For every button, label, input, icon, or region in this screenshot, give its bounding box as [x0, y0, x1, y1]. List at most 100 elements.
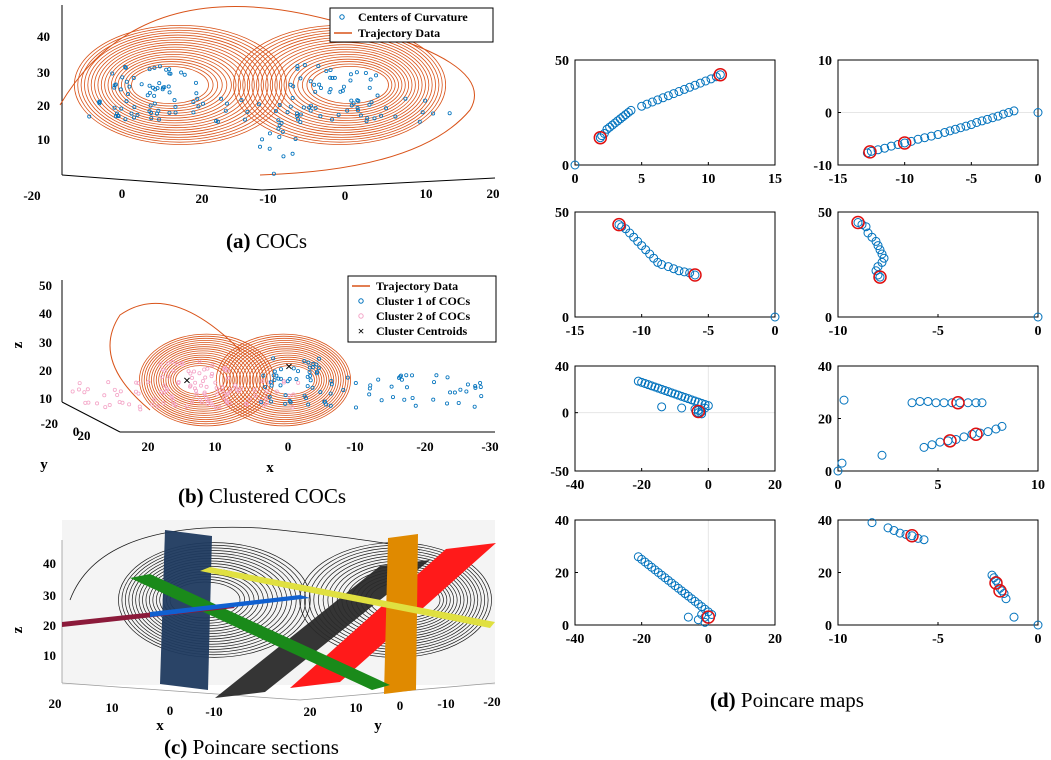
- map-point: [1033, 108, 1043, 117]
- map-highlight-point: [593, 130, 608, 145]
- y-tick-label: 40: [818, 360, 832, 375]
- coc-point: [110, 71, 115, 76]
- b-x-tick: 0: [285, 439, 292, 454]
- map-point: [1009, 106, 1019, 116]
- trajectory-loop: [118, 542, 311, 658]
- coc-point: [298, 120, 303, 125]
- map-point: [615, 114, 625, 124]
- cluster2-point: [287, 393, 292, 398]
- poincare-map-4: -10 -5 0 0 50: [818, 206, 1043, 339]
- trajectory-loop: [121, 544, 306, 656]
- coc-point: [194, 91, 199, 96]
- coc-point: [132, 115, 137, 120]
- cluster1-point: [353, 405, 358, 410]
- x-tick-label: -5: [702, 324, 714, 339]
- cluster2-point: [202, 367, 207, 372]
- map-point: [657, 260, 667, 269]
- coc-point: [308, 79, 313, 84]
- map-point: [983, 427, 993, 437]
- x-tick-label: 0: [705, 478, 712, 493]
- map-point: [715, 70, 725, 80]
- trajectory-loop: [225, 339, 344, 420]
- map-point: [895, 528, 905, 538]
- a-x-tick: 20: [196, 191, 209, 206]
- cluster2-point: [237, 389, 242, 394]
- cluster2-point: [214, 392, 219, 397]
- coc-point: [281, 154, 286, 159]
- panel-a-z-ticks: 40 30 20 10: [37, 29, 50, 147]
- cluster2-point: [103, 405, 108, 410]
- map-point: [933, 130, 943, 140]
- a-x-tick: -20: [23, 188, 40, 203]
- map-point: [988, 113, 998, 123]
- cluster1-point: [294, 377, 299, 382]
- y-tick-label: 0: [562, 619, 569, 634]
- legend-trajectory: Trajectory Data: [358, 26, 440, 40]
- y-tick-label: 20: [555, 567, 569, 582]
- cluster1-point: [345, 375, 350, 380]
- cluster1-point: [478, 384, 483, 389]
- cluster2-point: [127, 402, 132, 407]
- map-point: [923, 396, 933, 406]
- y-tick-label: 0: [562, 159, 569, 174]
- cluster2-point: [244, 402, 249, 407]
- map-point: [977, 398, 987, 408]
- map-point: [919, 535, 929, 545]
- x-tick-label: -20: [632, 632, 651, 647]
- map-point: [677, 403, 687, 413]
- cluster2-point: [171, 369, 176, 374]
- coc-point: [87, 114, 92, 119]
- coc-point: [123, 65, 128, 70]
- x-tick-label: -5: [932, 632, 944, 647]
- panel-a-legend: Centers of Curvature Trajectory Data: [329, 7, 494, 43]
- cluster1-point: [328, 403, 333, 408]
- caption-a-label: (a): [226, 229, 251, 253]
- plane-orange: [384, 534, 418, 694]
- y-tick-label: -50: [550, 465, 569, 480]
- coc-point: [112, 105, 117, 110]
- coc-point: [369, 100, 374, 105]
- cluster1-point: [271, 373, 276, 378]
- trajectory-loop: [127, 63, 214, 107]
- panel-a-cocs: [87, 63, 452, 176]
- trajectory-loop: [229, 342, 342, 418]
- caption-c: (c) Poincare sections: [164, 735, 339, 760]
- a-y-tick: 20: [487, 186, 500, 201]
- map-point: [906, 136, 916, 146]
- trajectory-loop: [232, 344, 339, 416]
- cluster2-point: [267, 380, 272, 385]
- map-point: [879, 253, 889, 263]
- y-tick-label: 0: [825, 107, 832, 122]
- coc-point: [403, 96, 408, 101]
- coc-point: [123, 65, 128, 70]
- trajectory-loop: [124, 61, 219, 109]
- map-point: [642, 99, 652, 109]
- panel-c-z-ticks: 40 30 20 10: [43, 556, 56, 663]
- coc-point: [173, 104, 178, 109]
- trajectory-loop: [139, 333, 275, 427]
- trajectory-loop: [84, 32, 274, 138]
- cluster1-point: [306, 360, 311, 365]
- a-z-tick: 10: [37, 132, 50, 147]
- map-highlight-point: [691, 404, 706, 419]
- cluster1-point: [278, 383, 283, 388]
- trajectory-loop: [73, 25, 287, 145]
- coc-point: [112, 85, 117, 90]
- poincare-map-7: -40 -20 0 20 0 20 40: [555, 514, 782, 647]
- map-point: [695, 78, 705, 88]
- cluster2-point: [206, 398, 211, 403]
- map-point: [833, 466, 843, 476]
- panel-a: 40 30 20 10 -20 0 20 -10 0 10 20 Centers…: [23, 5, 500, 206]
- y-tick-label: 40: [555, 514, 569, 529]
- coc-point: [191, 110, 196, 115]
- cluster2-point: [160, 367, 165, 372]
- a-z-tick: 20: [37, 98, 50, 113]
- trajectory-loop: [269, 44, 420, 126]
- map-point: [900, 138, 910, 148]
- coc-point: [276, 126, 281, 131]
- trajectory-loop: [175, 365, 225, 395]
- trajectory-loop: [87, 34, 269, 136]
- coc-point: [293, 136, 298, 141]
- cluster2-point: [160, 374, 165, 379]
- coc-point: [179, 70, 184, 75]
